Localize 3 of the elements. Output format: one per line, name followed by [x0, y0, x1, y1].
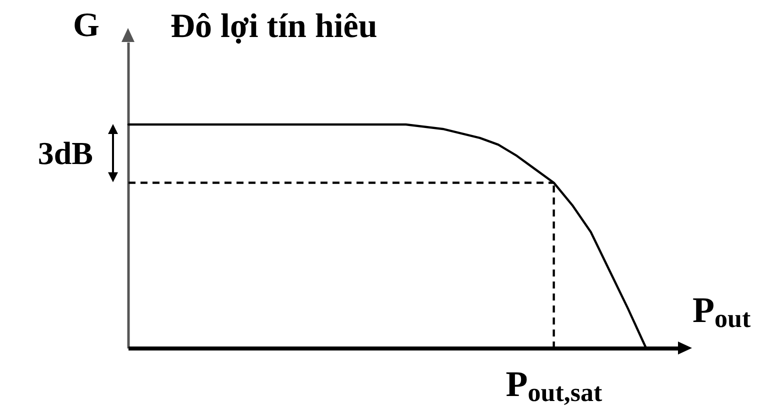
ref-line-label: 3dB — [38, 135, 93, 172]
y-axis-title: G — [73, 7, 100, 44]
chart-title: Đô lợi tín hiêu — [170, 8, 378, 46]
